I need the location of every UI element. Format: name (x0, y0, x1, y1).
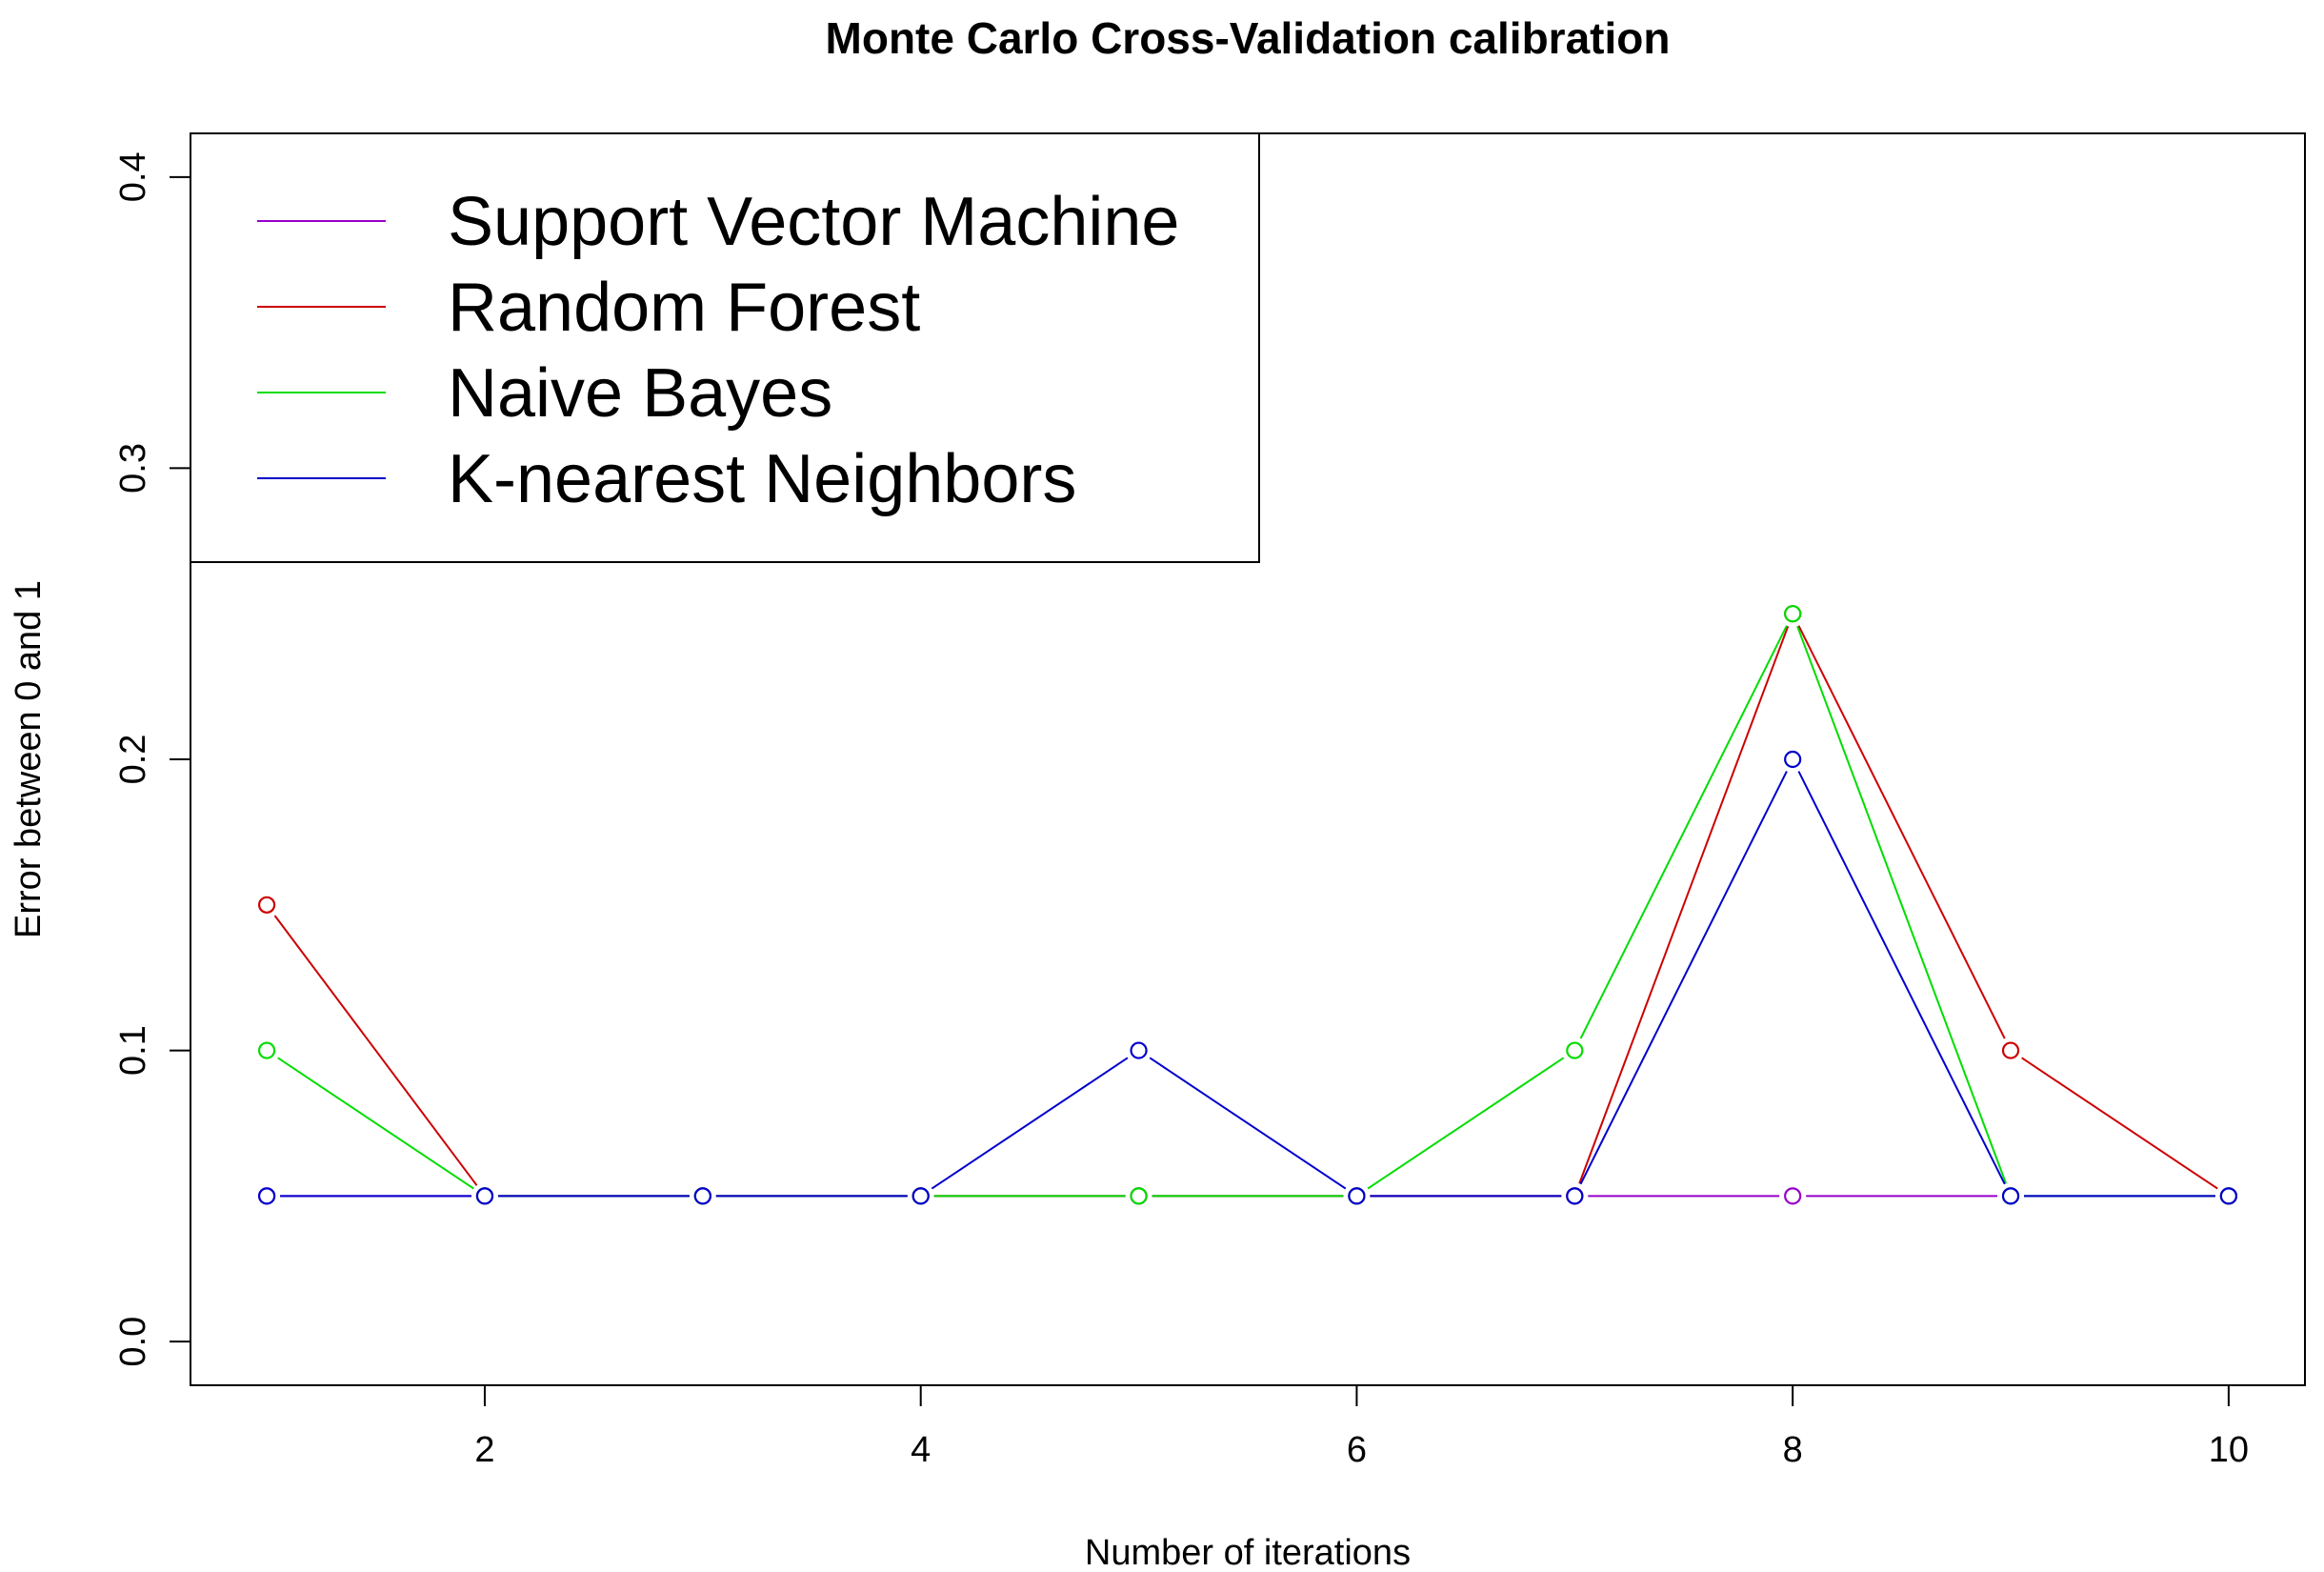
legend-label: K-nearest Neighbors (448, 441, 1076, 517)
data-point (2001, 1187, 2020, 1205)
data-point (1130, 1041, 1148, 1059)
data-point (693, 1187, 711, 1205)
x-tick-label: 2 (474, 1430, 494, 1470)
x-axis: 2 4 6 8 10 (474, 1384, 2249, 1470)
x-tick-label: 4 (911, 1430, 931, 1470)
series-segment (1796, 625, 2008, 1184)
series-segment (1579, 771, 1788, 1185)
series-segment (1578, 625, 1790, 1184)
data-point (1566, 1041, 1584, 1059)
series-segment (1367, 1057, 1565, 1190)
y-tick-label: 0.0 (113, 1317, 153, 1367)
x-tick-label: 10 (2209, 1430, 2249, 1470)
data-point (1566, 1187, 1584, 1205)
series-layer (258, 605, 2237, 1205)
chart-title: Monte Carlo Cross-Validation calibration (826, 13, 1671, 63)
series-segment (1797, 625, 2006, 1039)
series-segment (931, 1057, 1129, 1190)
data-point (2001, 1041, 2020, 1059)
x-axis-label: Number of iterations (1085, 1533, 1411, 1572)
legend-label: Naive Bayes (448, 355, 832, 432)
y-axis: 0.0 0.1 0.2 0.3 0.4 (113, 151, 191, 1367)
series-segment (2021, 1057, 2218, 1190)
data-point (1784, 1187, 1802, 1205)
y-axis-label: Error between 0 and 1 (9, 580, 49, 938)
series-segment (1579, 625, 1788, 1039)
y-tick-label: 0.1 (113, 1025, 153, 1076)
series-segment (277, 1057, 474, 1190)
x-tick-label: 8 (1783, 1430, 1803, 1470)
series-k-nearest-neighbors (258, 750, 2237, 1205)
legend-label: Random Forest (448, 270, 920, 346)
data-point (2219, 1187, 2237, 1205)
legend: Support Vector Machine Random Forest Naive… (190, 132, 1260, 563)
legend-box (190, 132, 1260, 563)
data-point (1784, 605, 1802, 623)
data-point (912, 1187, 930, 1205)
series-segment (1797, 771, 2006, 1185)
data-point (1784, 750, 1802, 769)
x-tick-label: 6 (1347, 1430, 1367, 1470)
series-segment (273, 915, 478, 1186)
data-point (258, 1187, 276, 1205)
data-point (1348, 1187, 1366, 1205)
y-tick-label: 0.3 (113, 443, 153, 494)
legend-label: Support Vector Machine (448, 184, 1179, 260)
y-tick-label: 0.2 (113, 735, 153, 785)
data-point (258, 1041, 276, 1059)
data-point (258, 896, 276, 914)
y-tick-label: 0.4 (113, 151, 153, 202)
data-point (475, 1187, 494, 1205)
data-point (1130, 1187, 1148, 1205)
series-segment (1149, 1057, 1347, 1190)
